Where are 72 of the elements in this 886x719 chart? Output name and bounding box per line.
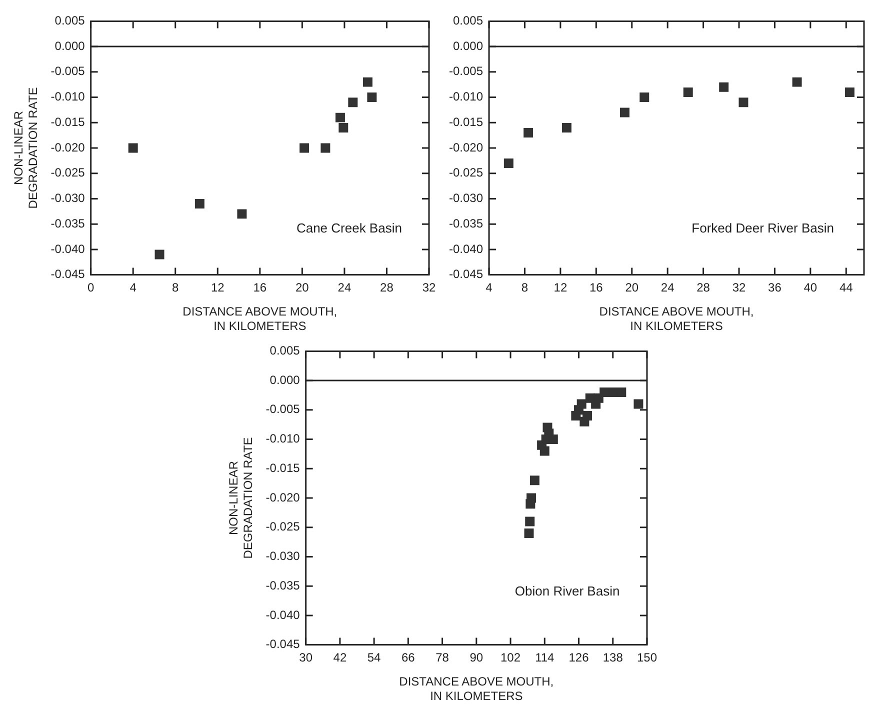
annotation: Forked Deer River Basin <box>692 220 834 236</box>
y-tick-label: -0.030 <box>266 549 300 564</box>
x-tick-label: 32 <box>732 280 746 294</box>
x-tick-label: 28 <box>380 280 394 294</box>
x-tick-label: 16 <box>253 280 267 294</box>
y-tick-label: -0.035 <box>448 216 484 230</box>
y-tick-label: -0.005 <box>50 64 86 78</box>
y-tick-label: -0.015 <box>50 114 86 129</box>
x-axis-title: DISTANCE ABOVE MOUTH, IN KILOMETERS <box>399 674 554 704</box>
y-tick-label: -0.040 <box>50 242 86 256</box>
x-tick-label: 8 <box>521 280 528 294</box>
x-axis-title: DISTANCE ABOVE MOUTH, IN KILOMETERS <box>182 304 338 334</box>
y-tick-label: 0.000 <box>270 372 300 387</box>
y-tick-label: -0.015 <box>266 460 300 475</box>
x-tick-label: 78 <box>436 650 450 664</box>
x-tick-label: 16 <box>589 280 604 294</box>
y-tick-label: -0.030 <box>50 191 86 206</box>
x-tick-label: 102 <box>500 650 521 664</box>
x-tick-label: 32 <box>422 280 436 294</box>
x-tick-label: 36 <box>768 280 782 294</box>
x-tick-label: 8 <box>172 280 180 294</box>
x-tick-label: 20 <box>296 280 310 294</box>
x-tick-label: 28 <box>696 280 710 294</box>
y-tick-label: -0.010 <box>266 432 300 446</box>
x-tick-label: 24 <box>660 280 675 294</box>
y-tick-label: -0.005 <box>266 402 300 416</box>
x-tick-label: 40 <box>804 280 818 294</box>
y-tick-label: 0.005 <box>270 344 300 358</box>
y-tick-label: -0.020 <box>50 140 86 154</box>
x-tick-label: 12 <box>210 280 225 294</box>
y-tick-label: -0.035 <box>50 216 86 230</box>
y-tick-label: -0.020 <box>448 140 484 154</box>
x-tick-label: 150 <box>636 650 658 664</box>
x-tick-label: 44 <box>839 280 854 294</box>
x-tick-label: 20 <box>625 280 639 294</box>
y-tick-label: -0.040 <box>266 608 300 622</box>
x-tick-label: 4 <box>486 280 493 294</box>
y-tick-label: -0.010 <box>448 90 484 104</box>
y-tick-label: 0.005 <box>54 14 86 28</box>
x-tick-label: 42 <box>333 650 347 664</box>
y-tick-label: -0.025 <box>50 166 86 180</box>
y-tick-label: -0.020 <box>266 490 300 504</box>
y-tick-label: -0.015 <box>448 114 484 129</box>
x-tick-label: 114 <box>535 650 555 664</box>
y-tick-label: -0.030 <box>448 191 484 206</box>
x-tick-label: 126 <box>568 650 590 664</box>
y-axis-title: NON-LINEAR DEGRADATION RATE <box>226 437 255 559</box>
y-tick-label: -0.005 <box>448 64 484 78</box>
x-tick-label: 0 <box>87 280 94 294</box>
x-tick-label: 24 <box>338 280 352 294</box>
y-tick-label: 0.005 <box>452 14 484 28</box>
y-tick-label: -0.045 <box>448 267 484 282</box>
y-axis-title: NON-LINEAR DEGRADATION RATE <box>12 87 40 209</box>
y-tick-label: -0.025 <box>266 520 300 534</box>
annotation: Cane Creek Basin <box>296 220 402 236</box>
y-tick-label: 0.000 <box>54 38 86 53</box>
y-tick-label: -0.045 <box>50 267 86 282</box>
y-tick-label: -0.025 <box>448 166 484 180</box>
x-tick-label: 12 <box>554 280 568 294</box>
y-tick-label: -0.045 <box>266 637 300 652</box>
y-tick-label: -0.010 <box>50 90 86 104</box>
x-tick-label: 90 <box>470 650 484 664</box>
x-axis-title: DISTANCE ABOVE MOUTH, IN KILOMETERS <box>599 304 754 334</box>
x-tick-label: 66 <box>401 650 416 664</box>
x-tick-label: 30 <box>299 650 313 664</box>
y-tick-label: -0.040 <box>448 242 484 256</box>
x-tick-label: 138 <box>602 650 624 664</box>
y-tick-label: 0.000 <box>452 38 484 53</box>
annotation: Obion River Basin <box>514 584 620 599</box>
y-tick-label: -0.035 <box>266 578 300 592</box>
x-tick-label: 4 <box>130 280 137 294</box>
x-tick-label: 54 <box>367 650 382 664</box>
